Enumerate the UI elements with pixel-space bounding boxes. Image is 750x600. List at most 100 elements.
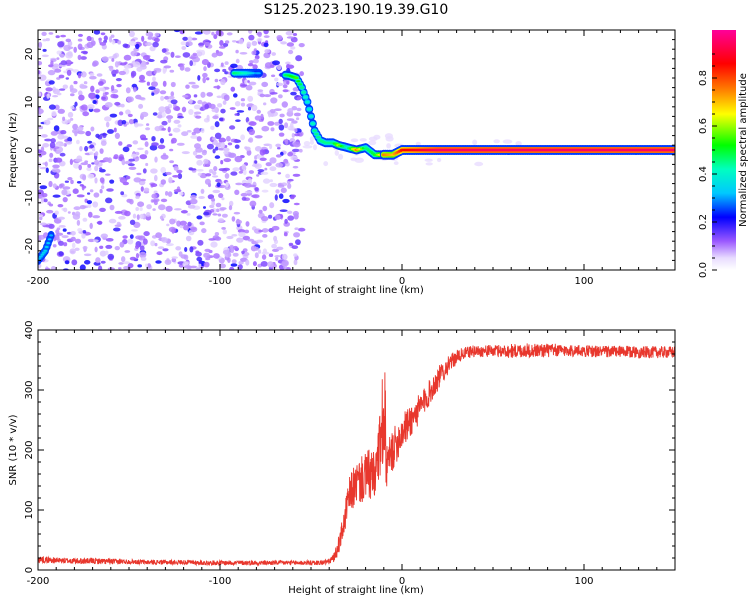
noise-blob (87, 140, 93, 144)
noise-blob (235, 119, 241, 122)
noise-blob (107, 157, 113, 164)
noise-blob (200, 188, 205, 194)
noise-blob (197, 172, 202, 176)
noise-blob (269, 143, 273, 150)
noise-blob (230, 171, 238, 176)
ridge-core (303, 96, 308, 99)
colorbar-tick-label: 0.2 (698, 214, 709, 230)
noise-blob (150, 183, 158, 188)
noise-blob (124, 61, 128, 65)
noise-blob (220, 142, 226, 149)
noise-blob (267, 121, 275, 126)
noise-blob (48, 104, 56, 110)
noise-blob (274, 194, 278, 201)
noise-blob (171, 257, 177, 263)
noise-blob (196, 169, 204, 172)
noise-blob (290, 91, 297, 96)
noise-blob (82, 185, 87, 189)
noise-blob (334, 150, 339, 156)
noise-blob (38, 214, 44, 218)
noise-blob (272, 60, 280, 66)
noise-blob (142, 55, 150, 61)
frequency-ridge (38, 68, 675, 265)
noise-blob (84, 160, 89, 163)
noise-blob (116, 221, 121, 226)
noise-blob (187, 36, 193, 42)
noise-blob (213, 85, 221, 89)
noise-blob (228, 205, 233, 211)
noise-blob (227, 142, 233, 146)
noise-blob (65, 141, 73, 145)
noise-blob (248, 34, 255, 41)
noise-blob (127, 163, 135, 167)
noise-blob (170, 91, 175, 97)
noise-blob (118, 216, 126, 220)
noise-blob (94, 165, 99, 172)
noise-blob (252, 261, 257, 267)
noise-blob (73, 80, 78, 85)
noise-blob (296, 117, 300, 121)
x-tick-label: 100 (574, 576, 593, 587)
noise-blob (113, 154, 119, 160)
noise-blob (254, 115, 262, 121)
noise-blob (295, 55, 303, 62)
noise-blob (186, 213, 191, 216)
noise-blob (275, 256, 279, 261)
noise-blob (274, 77, 279, 82)
noise-blob (107, 253, 115, 260)
noise-blob (244, 229, 250, 234)
noise-blob (213, 253, 220, 259)
noise-blob (283, 80, 287, 85)
noise-blob (87, 238, 95, 243)
noise-blob (127, 113, 133, 118)
noise-blob (128, 158, 135, 162)
noise-blob (203, 211, 210, 216)
noise-blob (100, 233, 109, 239)
noise-blob (45, 38, 50, 42)
noise-blob (39, 166, 48, 170)
noise-blob (125, 109, 131, 115)
colorbar-ticks: 0.0 0.2 0.4 0.6 0.8 (698, 53, 717, 278)
noise-blob (141, 35, 145, 42)
noise-blob (40, 146, 45, 152)
noise-blob (176, 220, 182, 227)
noise-blob (240, 134, 246, 141)
noise-blob (183, 265, 192, 269)
noise-blob (128, 30, 135, 38)
noise-blob (62, 186, 71, 190)
noise-blob (258, 209, 263, 214)
noise-blob (218, 218, 224, 223)
top-x-axis-label: Height of straight line (km) (288, 285, 424, 296)
noise-blob (174, 106, 181, 112)
noise-blob (100, 32, 106, 36)
noise-blob (95, 89, 100, 94)
noise-blob (66, 60, 72, 64)
noise-blob (200, 127, 205, 134)
noise-blob (189, 56, 197, 60)
noise-blob (200, 91, 206, 98)
noise-blob (114, 101, 121, 106)
snr-plot: -200 -100 0 100 0 100 200 300 400 Height of stra… (8, 320, 676, 596)
noise-blob (302, 145, 313, 149)
noise-blob (493, 139, 501, 144)
noise-blob (129, 256, 137, 261)
noise-blob (229, 107, 236, 110)
noise-blob (103, 35, 108, 41)
noise-blob (285, 138, 289, 145)
noise-blob (278, 124, 285, 131)
noise-blob (59, 152, 66, 157)
noise-blob (82, 111, 90, 117)
noise-blob (287, 215, 295, 221)
noise-blob (129, 234, 134, 240)
noise-blob (187, 204, 196, 209)
noise-blob (73, 46, 77, 53)
noise-blob (213, 34, 218, 40)
noise-blob (94, 246, 98, 253)
noise-blob (229, 125, 236, 130)
noise-blob (154, 32, 160, 37)
noise-blob (153, 190, 158, 194)
noise-blob (52, 164, 60, 169)
noise-blob (172, 127, 181, 133)
noise-blob (157, 144, 166, 150)
